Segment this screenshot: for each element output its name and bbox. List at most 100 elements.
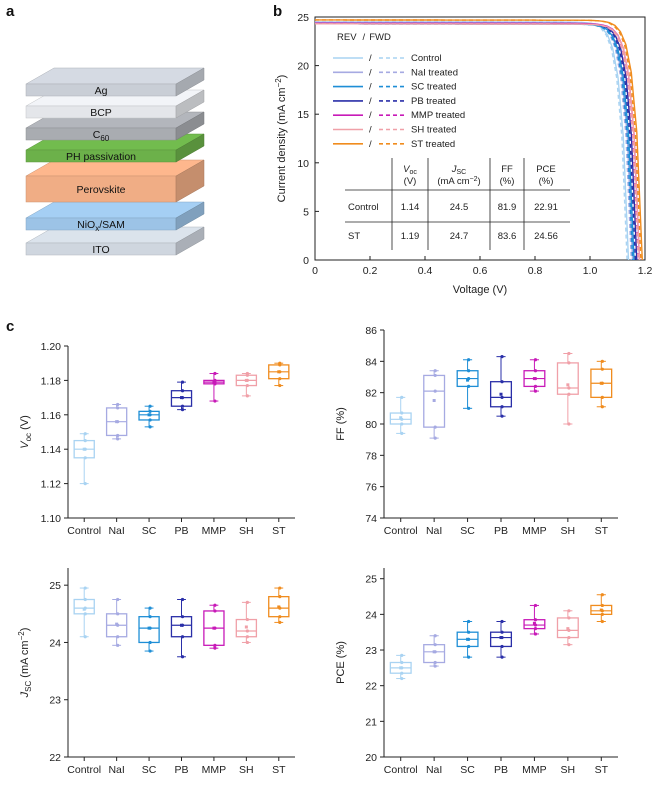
- data-point: [400, 417, 404, 421]
- x-tick-label: MMP: [202, 764, 227, 776]
- data-point: [600, 612, 604, 616]
- data-point: [116, 420, 120, 424]
- table-header-ff: FF: [501, 164, 513, 175]
- y-axis-label: PCE (%): [335, 641, 347, 684]
- layer-label: C60: [93, 129, 110, 143]
- data-point: [83, 456, 87, 460]
- text-span: Perovskite: [76, 184, 125, 196]
- x-tick-label: 0.2: [363, 265, 378, 277]
- box-mark: [456, 619, 479, 659]
- y-tick-label: 1.14: [41, 444, 62, 456]
- data-point: [567, 643, 571, 647]
- legend-separator: /: [369, 96, 372, 107]
- jv-curve-fwd: [315, 22, 639, 261]
- data-point: [148, 425, 152, 429]
- data-point: [500, 644, 504, 649]
- data-point: [433, 664, 437, 668]
- data-point: [567, 361, 571, 365]
- data-point: [213, 378, 217, 382]
- data-point: [467, 637, 471, 641]
- data-point: [400, 395, 404, 399]
- data-point: [83, 482, 87, 486]
- data-point: [245, 635, 249, 639]
- legend-label: SC treated: [411, 82, 456, 93]
- layer-side-face: [175, 67, 205, 97]
- panel-label-a: a: [6, 3, 15, 20]
- x-tick-label: SC: [460, 525, 475, 537]
- y-tick-label: 25: [297, 12, 309, 24]
- legend-label: MMP treated: [411, 110, 465, 121]
- box-mark: [203, 371, 225, 403]
- legend-label: Control: [411, 53, 442, 64]
- data-point: [148, 409, 152, 413]
- table-cell-pce: 22.91: [534, 202, 558, 213]
- data-point: [600, 603, 604, 608]
- data-point: [148, 640, 152, 645]
- y-tick-label: 1.18: [41, 375, 62, 387]
- layer-label: Ag: [95, 85, 108, 97]
- x-tick-label: ST: [272, 525, 286, 537]
- data-point: [400, 666, 404, 670]
- table-header-pce-unit: (%): [539, 176, 554, 187]
- text-span: /SAM: [99, 219, 125, 231]
- data-point: [278, 595, 282, 599]
- y-axis-label: Voc (V): [19, 415, 33, 449]
- table-cell-jsc: 24.5: [450, 202, 469, 213]
- data-point: [467, 369, 471, 373]
- box-mark: [423, 369, 446, 440]
- x-tick-label: PB: [174, 764, 188, 776]
- jv-curve-fwd: [314, 21, 632, 261]
- x-tick-label: Control: [384, 764, 418, 776]
- data-point: [83, 606, 87, 610]
- data-point: [467, 619, 471, 624]
- legend-label: PB treated: [411, 96, 456, 107]
- table-header-jsc: JSC: [451, 164, 466, 176]
- data-point: [400, 660, 404, 665]
- data-point: [116, 437, 120, 441]
- data-point: [245, 629, 249, 633]
- pce-box-plot: 20 21 22 23 24 25 PCE (%) Control NaI SC PB MMP SH ST: [335, 568, 618, 776]
- box-mark: [138, 606, 160, 653]
- layer-label: PH passivation: [66, 151, 136, 163]
- table-cell-voc: 1.19: [401, 231, 420, 242]
- y-tick-label: 21: [365, 716, 377, 728]
- text-span: J: [451, 164, 457, 175]
- box-mean: [399, 416, 403, 420]
- voc-box-plot: 1.10 1.12 1.14 1.16 1.18 1.20 Voc (V) Control Na…: [19, 341, 295, 537]
- y-tick-label: 82: [365, 388, 377, 400]
- layer-label: Perovskite: [76, 184, 125, 196]
- table-header-pce: PCE: [536, 164, 556, 175]
- data-point: [148, 606, 152, 610]
- data-point: [116, 406, 120, 410]
- legend-separator: /: [369, 53, 372, 64]
- layer-label: BCP: [90, 107, 112, 119]
- data-point: [533, 603, 538, 608]
- data-point: [533, 627, 538, 631]
- data-point: [213, 609, 217, 613]
- metrics-table: Voc(V)JSC(mA cm−2)FF(%)PCE(%)Control 1.14…: [345, 158, 570, 250]
- text-span: ): [19, 628, 31, 632]
- data-point: [600, 609, 604, 613]
- stack-layer: ITO: [25, 226, 205, 256]
- data-point: [433, 634, 437, 638]
- y-tick-label: 76: [365, 482, 377, 494]
- box-mean: [566, 627, 570, 631]
- jv-curve-rev: [315, 19, 643, 261]
- x-tick-label: 0.4: [418, 265, 433, 277]
- data-point: [500, 655, 504, 659]
- data-point: [567, 422, 571, 426]
- x-tick-label: Control: [67, 764, 101, 776]
- data-point: [600, 359, 604, 363]
- text-span: /: [363, 32, 366, 43]
- text-span: Current density (mA cm: [276, 87, 288, 202]
- stack-layer: Perovskite: [25, 159, 205, 203]
- table-row-name: Control: [348, 202, 379, 213]
- text-span: NiO: [77, 219, 95, 231]
- table-cell-pce: 24.56: [534, 231, 558, 242]
- layer-side-face: [175, 159, 205, 203]
- table-cell-voc: 1.14: [401, 202, 420, 213]
- data-point: [245, 383, 249, 388]
- y-axis-label: JSC (mA cm−2): [17, 628, 33, 699]
- data-point: [467, 358, 471, 362]
